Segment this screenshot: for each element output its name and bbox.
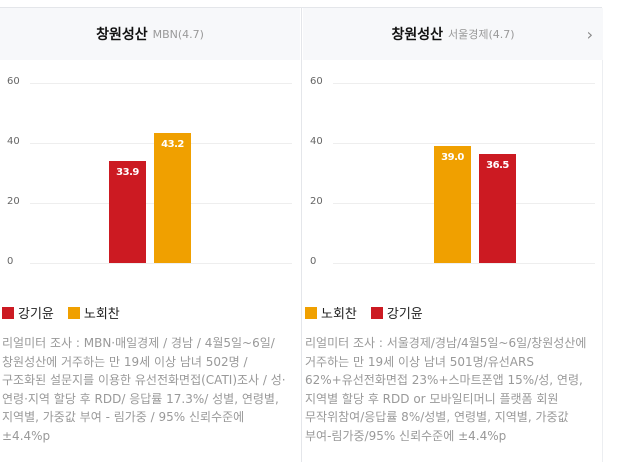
bar-강기윤: 36.5 (479, 153, 516, 263)
card-header: 창원성산 MBN(4.7) (0, 8, 300, 60)
y-tick-label: 20 (7, 196, 20, 207)
gridline (333, 263, 595, 264)
legend-swatch (305, 306, 317, 319)
card-source: MBN(4.7) (152, 27, 204, 41)
legend-item: 강기윤 (2, 303, 54, 322)
card-title: 창원성산 (391, 27, 443, 43)
poll-card-seoul-economy: 창원성산 서울경제(4.7) › 60 40 20 0 39.0 36.5 노회찬 강기윤 … (303, 8, 603, 462)
survey-note: 리얼미터 조사 : MBN·매일경제 / 경남 / 4월5일~6일/ 창원성산에… (2, 336, 286, 443)
bar-chart: 60 40 20 0 33.9 43.2 (0, 8, 300, 288)
card-header: 창원성산 서울경제(4.7) (303, 8, 603, 60)
divider (301, 8, 302, 462)
gridline (333, 143, 595, 144)
y-tick-label: 40 (310, 136, 323, 147)
bar-강기윤: 33.9 (109, 161, 146, 263)
gridline (30, 263, 292, 264)
y-tick-label: 60 (310, 76, 323, 87)
chevron-right-icon[interactable]: › (586, 25, 593, 44)
legend-label: 강기윤 (18, 307, 54, 322)
bar-노회찬: 43.2 (154, 133, 191, 263)
y-tick-label: 0 (310, 256, 317, 267)
legend-item: 강기윤 (370, 303, 423, 322)
top-border (0, 7, 602, 8)
legend-label: 강기윤 (386, 307, 423, 322)
y-tick-label: 20 (310, 196, 323, 207)
legend: 강기윤 노회찬 (2, 303, 120, 322)
gridline (30, 83, 292, 84)
legend-swatch (67, 306, 80, 319)
card-title: 창원성산 (96, 27, 148, 43)
bar-chart: 60 40 20 0 39.0 36.5 (303, 8, 603, 288)
legend: 노회찬 강기윤 (305, 303, 423, 322)
y-tick-label: 60 (7, 76, 20, 87)
legend-label: 노회찬 (83, 307, 120, 322)
poll-card-mbn: 창원성산 MBN(4.7) 60 40 20 0 33.9 43.2 강기윤 노회찬 리얼미… (0, 8, 300, 462)
legend-swatch (2, 306, 14, 319)
survey-note: 리얼미터 조사 : 서울경제/경남/4월5일~6일/창원성산에 거주하는 만 1… (305, 336, 587, 443)
bar-노회찬: 39.0 (434, 146, 471, 263)
legend-label: 노회찬 (321, 307, 357, 322)
legend-swatch (370, 306, 383, 319)
y-tick-label: 40 (7, 136, 20, 147)
card-source: 서울경제(4.7) (447, 28, 515, 41)
legend-item: 노회찬 (305, 303, 357, 322)
y-tick-label: 0 (7, 256, 14, 267)
gridline (333, 83, 595, 84)
divider (602, 8, 603, 462)
legend-item: 노회찬 (67, 303, 120, 322)
